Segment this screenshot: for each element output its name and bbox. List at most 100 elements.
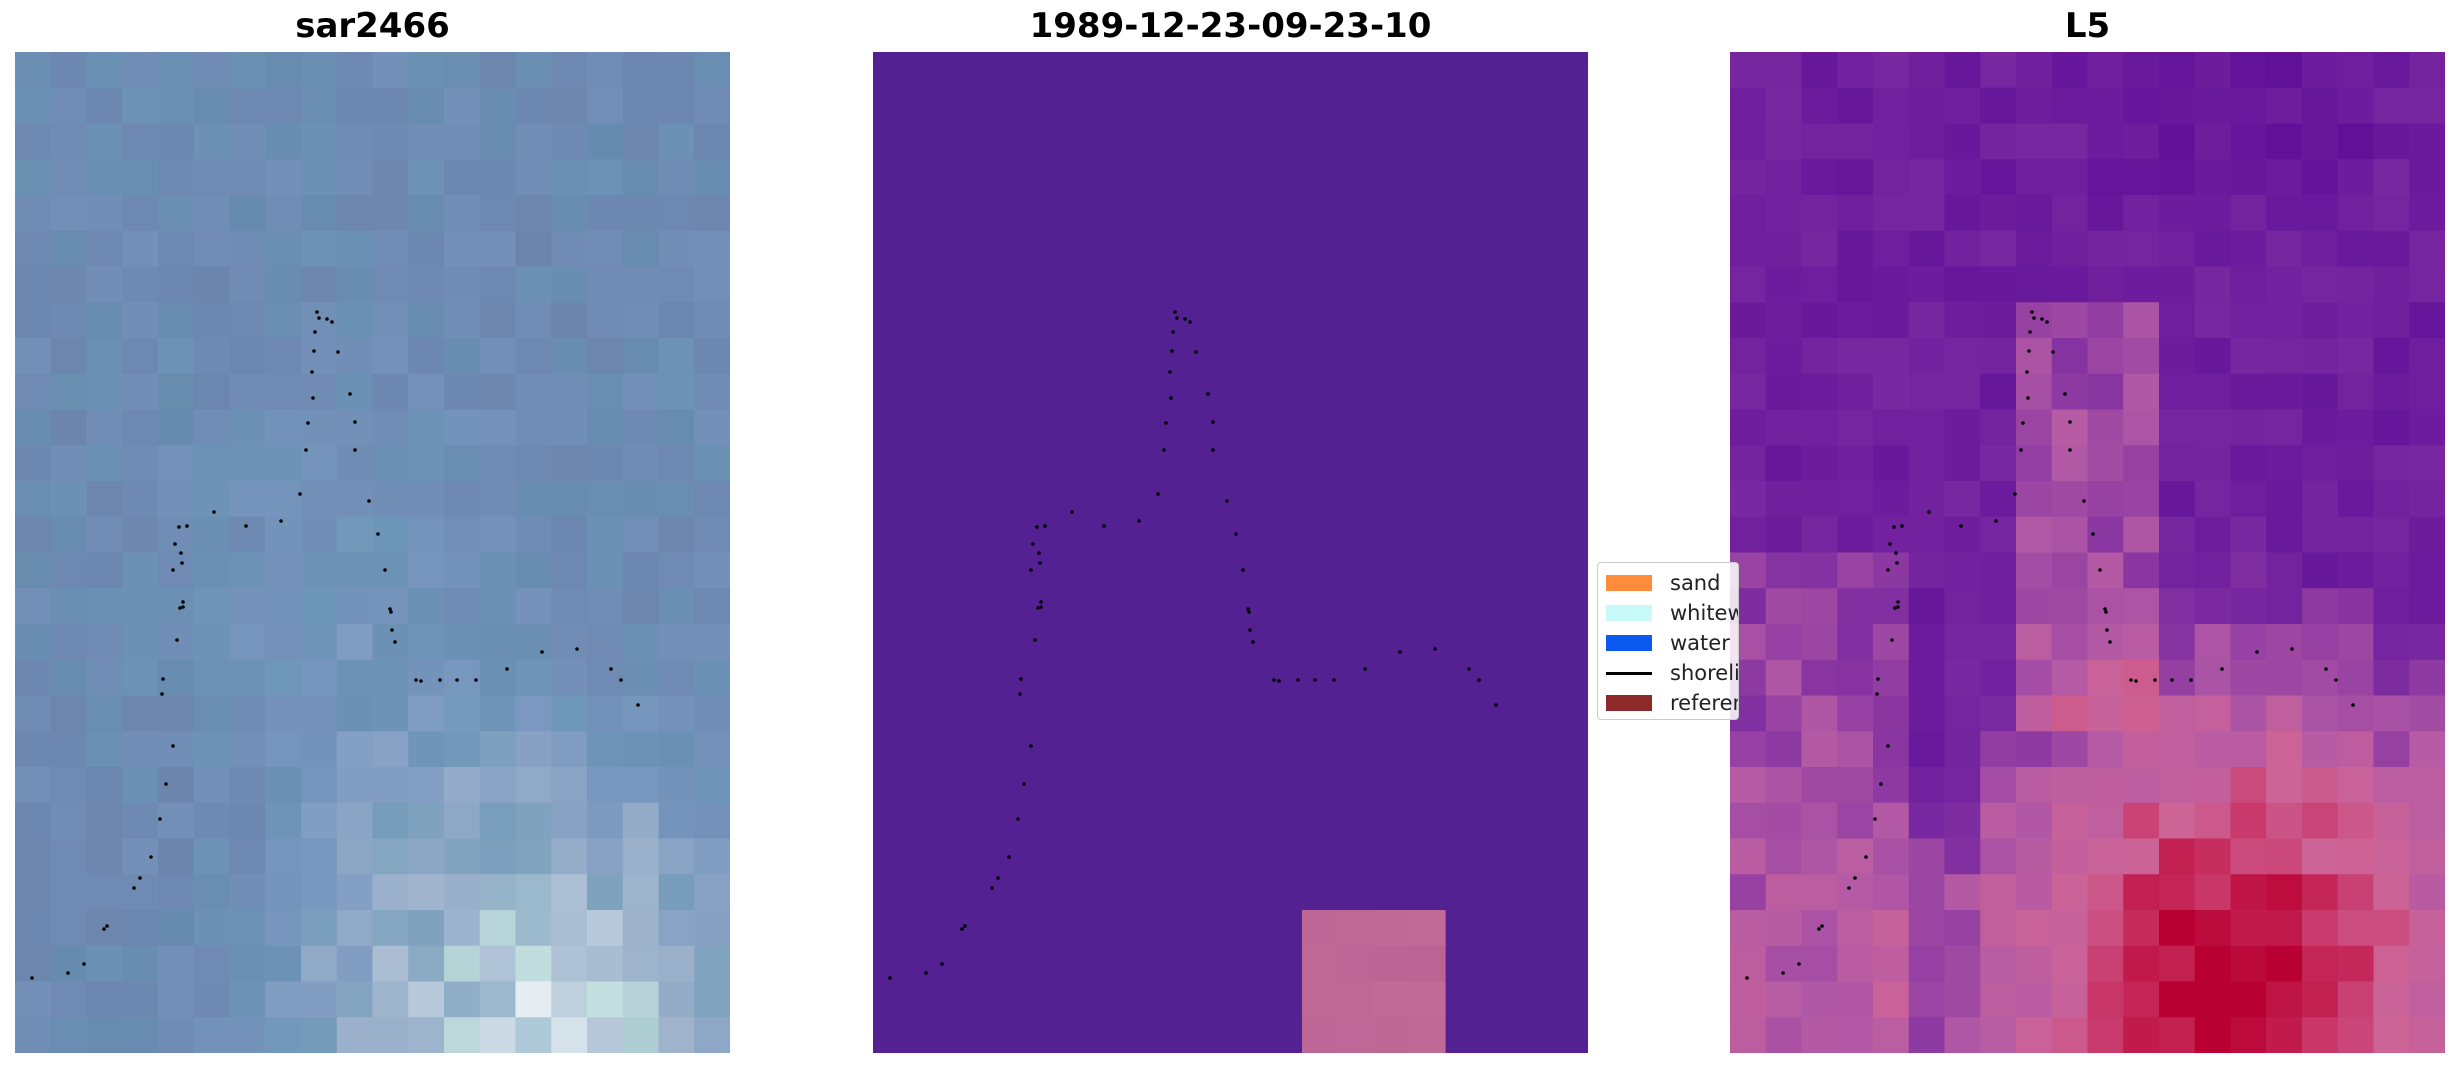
shoreline-point (348, 392, 352, 396)
shoreline-point (1247, 610, 1251, 614)
shoreline-point (336, 350, 340, 354)
shoreline-point (1029, 744, 1033, 748)
shoreline-point (244, 524, 248, 528)
shoreline-point (960, 927, 964, 931)
legend-item-shoreline: shoreline (1606, 659, 1738, 685)
shoreline-point (1900, 524, 1904, 528)
shoreline-point (1246, 607, 1250, 611)
shoreline-point (1102, 524, 1106, 528)
legend-label-reference: reference (1670, 691, 1738, 715)
sand-swatch (1606, 575, 1652, 591)
shoreline-point (1398, 650, 1402, 654)
shoreline-point (2153, 678, 2157, 682)
shoreline-point (996, 876, 1000, 880)
shoreline-point (1277, 679, 1281, 683)
shoreline-point (1173, 310, 1177, 314)
shoreline-point (175, 638, 179, 642)
shoreline-point (160, 692, 164, 696)
shoreline-point (179, 551, 183, 555)
shoreline-point (2220, 667, 2224, 671)
shoreline-point (505, 667, 509, 671)
shoreline-point (1039, 600, 1043, 604)
shoreline-point (1781, 971, 1785, 975)
shoreline-point (438, 678, 442, 682)
shoreline-point (212, 510, 216, 514)
shoreline-point (1168, 370, 1172, 374)
classification-panel (873, 52, 1588, 1053)
shoreline-point (414, 678, 418, 682)
shoreline-point (2025, 370, 2029, 374)
shoreline-point (1494, 703, 1498, 707)
shoreline-point (149, 855, 153, 859)
shoreline-point (164, 782, 168, 786)
shoreline-point (1879, 782, 1883, 786)
shoreline-point (376, 532, 380, 536)
shoreline-point (353, 420, 357, 424)
shoreline-point (1037, 551, 1041, 555)
shoreline-point (298, 492, 302, 496)
shoreline-point (1039, 605, 1043, 609)
shoreline-point (304, 448, 308, 452)
index-image-panel (1730, 52, 2445, 1053)
shoreline-point (393, 640, 397, 644)
shoreline-point (181, 605, 185, 609)
shoreline-point (1994, 519, 1998, 523)
shoreline-point (383, 568, 387, 572)
shoreline-point (2098, 568, 2102, 572)
shoreline-point (1332, 678, 1336, 682)
shoreline-point (2105, 628, 2109, 632)
panel-title-index: L5 (2064, 6, 2111, 46)
shoreline-point (312, 349, 316, 353)
shoreline-point (2040, 317, 2044, 321)
shoreline-point (177, 525, 181, 529)
shoreline-point (1156, 492, 1160, 496)
shoreline-point (279, 519, 283, 523)
shoreline-point (2051, 350, 2055, 354)
shoreline-point (1847, 886, 1851, 890)
shoreline-dots (888, 310, 1498, 980)
shoreline-point (1031, 542, 1035, 546)
shoreline-point (2013, 492, 2017, 496)
shoreline-point (1890, 638, 1894, 642)
shoreline-point (66, 971, 70, 975)
shoreline-point (1007, 855, 1011, 859)
shoreline-point (2026, 396, 2030, 400)
shoreline-point (636, 703, 640, 707)
shoreline-point (1248, 628, 1252, 632)
shoreline-point (2290, 647, 2294, 651)
shoreline-point (2019, 448, 2023, 452)
shoreline-point (389, 610, 393, 614)
shoreline-point (1892, 525, 1896, 529)
shoreline-point (619, 678, 623, 682)
shoreline-point (1876, 677, 1880, 681)
shoreline-point (2104, 610, 2108, 614)
shoreline-point (310, 370, 314, 374)
shoreline-point (171, 568, 175, 572)
legend-item-reference: reference (1606, 689, 1738, 715)
shoreline-point (1162, 448, 1166, 452)
shoreline-point (1170, 349, 1174, 353)
legend-item-water: water (1606, 629, 1738, 655)
rgb-image-panel (15, 52, 730, 1053)
shoreline-point (963, 924, 967, 928)
shoreline-point (1234, 532, 1238, 536)
shoreline-point (1175, 316, 1179, 320)
shoreline-point (1894, 551, 1898, 555)
shoreline-point (181, 600, 185, 604)
shoreline-point (1018, 692, 1022, 696)
shoreline-point (1797, 962, 1801, 966)
shoreline-point (330, 320, 334, 324)
shoreline-point (1886, 568, 1890, 572)
shoreline-point (1035, 525, 1039, 529)
panel-title-rgb: sar2466 (295, 6, 450, 46)
shoreline-point (1895, 561, 1899, 565)
water-swatch (1606, 635, 1652, 651)
shoreline-point (1211, 448, 1215, 452)
shoreline-point (1363, 667, 1367, 671)
shoreline-point (2334, 678, 2338, 682)
shoreline-point (1038, 561, 1042, 565)
shoreline-point (2063, 392, 2067, 396)
shoreline-point (2170, 678, 2174, 682)
shoreline-point (1036, 606, 1040, 610)
